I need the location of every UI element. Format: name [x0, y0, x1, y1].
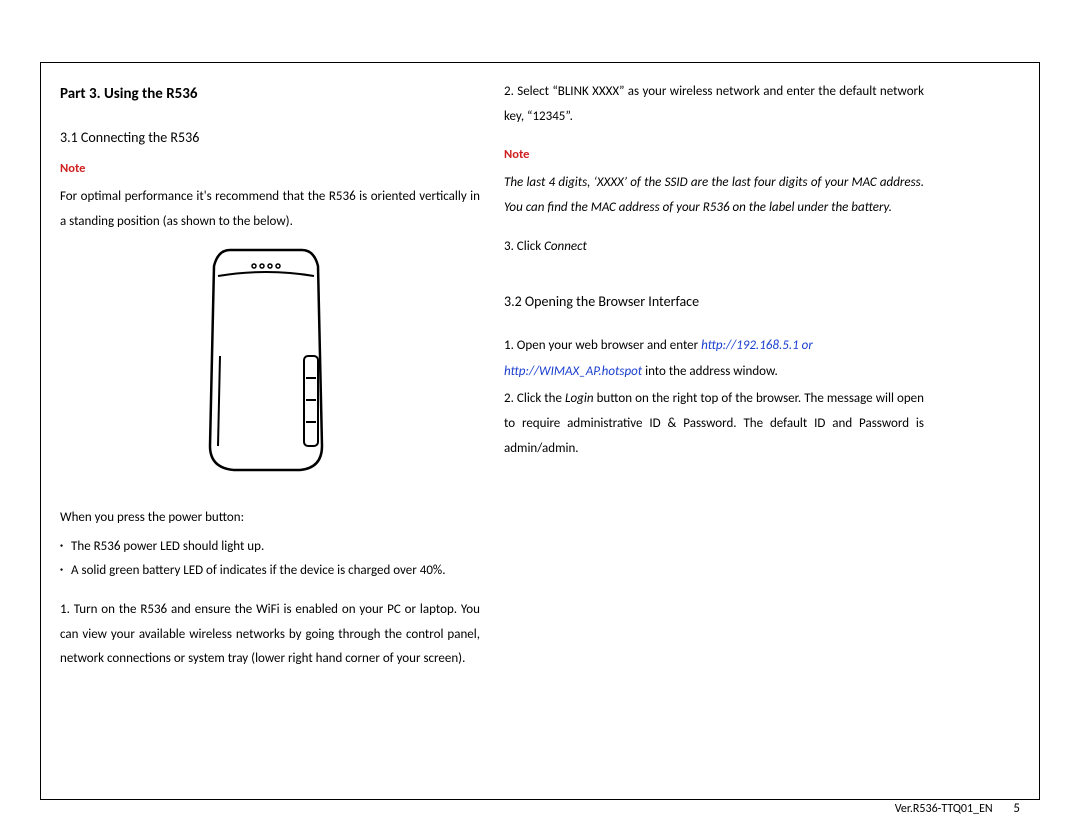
bullet-battery-led: A solid green battery LED of indicates i…: [60, 559, 480, 584]
version-label: Ver.R536-TTQ01_EN: [895, 802, 993, 816]
note-body-ssid: The last 4 digits, ‘XXXX’ of the SSID ar…: [504, 171, 924, 220]
press-power-line: When you press the power button:: [60, 506, 480, 531]
step-3-click-connect: 3. Click Connect: [504, 235, 924, 260]
right-column: 2. Select “BLINK XXXX” as your wireless …: [504, 80, 924, 463]
url-ip-link[interactable]: http://192.168.5.1 or: [701, 338, 813, 353]
page-footer: Ver.R536-TTQ01_EN 5: [895, 801, 1020, 816]
step-2-select-network: 2. Select “BLINK XXXX” as your wireless …: [504, 80, 924, 129]
page-number: 5: [1013, 801, 1020, 816]
section-3-2-heading: 3.2 Opening the Browser Interface: [504, 289, 924, 316]
part-title: Part 3. Using the R536: [60, 80, 480, 109]
step-1-open-browser-b: http://WIMAX_AP.hotspot into the address…: [504, 360, 924, 385]
r536-device-icon: [200, 246, 340, 476]
note-label-left: Note: [60, 157, 480, 181]
left-column: Part 3. Using the R536 3.1 Connecting th…: [60, 80, 480, 674]
power-bullets: The R536 power LED should light up. A so…: [60, 535, 480, 584]
bullet-power-led: The R536 power LED should light up.: [60, 535, 480, 560]
step-1-turn-on: 1. Turn on the R536 and ensure the WiFi …: [60, 598, 480, 672]
url-hotspot-link[interactable]: http://WIMAX_AP.hotspot: [504, 364, 642, 379]
intro-paragraph: For optimal performance it's recommend t…: [60, 185, 480, 234]
step-2-click-login: 2. Click the Login button on the right t…: [504, 387, 924, 461]
device-illustration: [60, 246, 480, 486]
note-label-right: Note: [504, 143, 924, 167]
step-1-open-browser: 1. Open your web browser and enter http:…: [504, 334, 924, 359]
section-3-1-heading: 3.1 Connecting the R536: [60, 125, 480, 152]
